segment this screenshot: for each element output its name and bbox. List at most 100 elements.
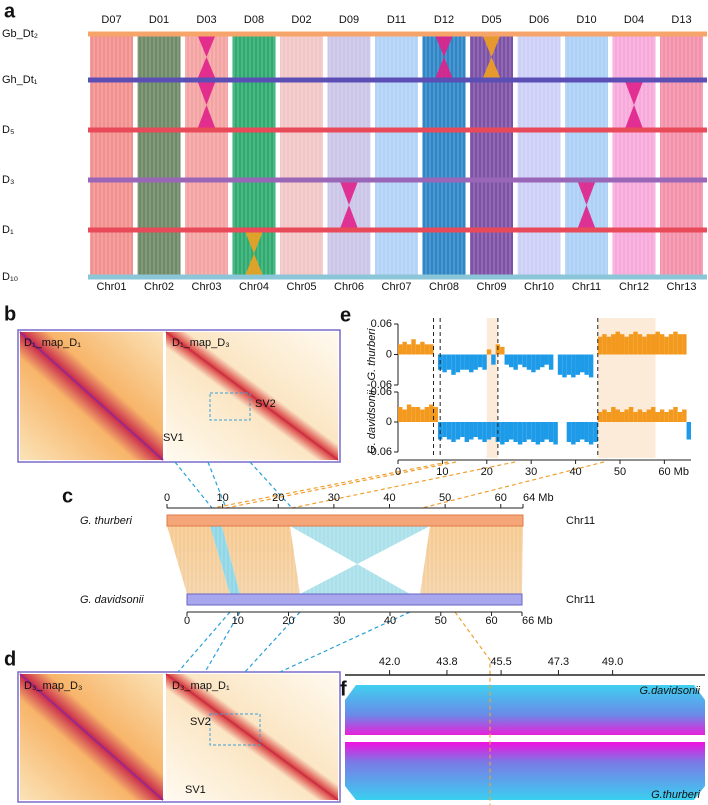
bar xyxy=(420,409,425,422)
bar xyxy=(602,409,607,422)
tick-label: 0 xyxy=(184,615,190,627)
tick-label: 30 xyxy=(328,492,340,504)
bar xyxy=(482,422,487,442)
tick-label: 40 xyxy=(384,615,396,627)
column-label: D04 xyxy=(624,14,644,26)
bar xyxy=(682,334,687,355)
bar xyxy=(455,422,461,440)
bar xyxy=(664,336,669,355)
bar xyxy=(460,422,465,437)
bar xyxy=(517,422,523,445)
bar xyxy=(655,412,660,422)
heatmap-title: D₃_map_D₁ xyxy=(172,680,230,692)
bar xyxy=(424,407,430,422)
column-label: D09 xyxy=(339,14,359,26)
bar xyxy=(486,349,492,355)
bar xyxy=(566,422,572,442)
bar xyxy=(619,412,625,422)
tick-label: 66 Mb xyxy=(522,615,553,627)
inversion xyxy=(577,180,596,230)
tick-label: 10 xyxy=(217,492,229,504)
x-tick-label: 20 xyxy=(481,466,493,478)
bar xyxy=(633,331,638,355)
bar xyxy=(429,404,434,422)
bar xyxy=(504,422,509,442)
tick-label: 0 xyxy=(164,492,170,504)
inversion xyxy=(197,80,216,130)
inversion xyxy=(624,80,644,130)
bar xyxy=(526,422,532,440)
bar xyxy=(655,331,660,355)
x-tick-label: 60 Mb xyxy=(658,466,689,478)
bar xyxy=(442,354,447,373)
y-tick-label: -0.06 xyxy=(367,379,392,391)
bar xyxy=(615,331,620,355)
bar xyxy=(548,422,554,442)
bar xyxy=(540,354,545,368)
chromosome-label: Chr13 xyxy=(667,281,697,293)
bar xyxy=(513,422,518,442)
bar xyxy=(673,331,678,355)
bar xyxy=(500,422,505,445)
bar xyxy=(460,354,465,370)
bar xyxy=(619,334,625,355)
bar xyxy=(588,354,594,378)
column-label: D01 xyxy=(149,14,169,26)
bar xyxy=(513,354,518,370)
bar xyxy=(433,407,438,422)
row-label: D₃ xyxy=(2,174,14,186)
bar xyxy=(664,412,669,422)
connector xyxy=(174,461,293,509)
x-tick-label: 42.0 xyxy=(379,656,400,668)
tick-label: 10 xyxy=(232,615,244,627)
sv-box xyxy=(209,392,251,421)
bar xyxy=(557,354,563,375)
panel-label: d xyxy=(4,648,16,670)
chromosome-name: Chr11 xyxy=(566,594,595,606)
column-label: D10 xyxy=(576,14,596,26)
bar xyxy=(486,422,492,440)
chromosome-label: Chr09 xyxy=(477,281,507,293)
x-tick-label: 40 xyxy=(569,466,581,478)
connector xyxy=(454,611,491,805)
column-label: D02 xyxy=(291,14,311,26)
bar xyxy=(633,412,638,422)
row-label: Gb_Dt₂ xyxy=(2,28,38,40)
column-texture xyxy=(327,34,371,277)
series-name: G. davidsonii xyxy=(366,390,378,454)
bar xyxy=(548,354,554,370)
column-texture xyxy=(565,34,608,277)
tick-label: 40 xyxy=(383,492,395,504)
bar xyxy=(415,344,421,355)
panel-d-frame xyxy=(17,671,341,803)
row-label: D₅ xyxy=(2,124,14,136)
bar xyxy=(411,407,416,422)
inversion xyxy=(339,180,359,230)
tick-label: 50 xyxy=(435,615,447,627)
bar xyxy=(659,409,665,422)
bar xyxy=(491,422,496,437)
bar xyxy=(686,422,691,440)
heatmap-diagonal xyxy=(165,331,339,461)
chromosome-label: Chr07 xyxy=(382,281,412,293)
sv-label: SV2 xyxy=(255,398,276,410)
panel-b-frame xyxy=(17,329,341,463)
chromosome-label: Chr01 xyxy=(97,281,127,293)
bar xyxy=(522,422,527,442)
bar xyxy=(446,422,452,440)
bar xyxy=(580,354,585,373)
row-label: Gh_Dt₁ xyxy=(2,74,38,86)
genome-band xyxy=(88,127,707,133)
column-label: D06 xyxy=(529,14,549,26)
bar xyxy=(606,336,612,355)
column-label: D13 xyxy=(671,14,691,26)
bar xyxy=(504,354,509,365)
chromosome-label: Chr05 xyxy=(287,281,317,293)
bar xyxy=(473,354,478,370)
genome-name: G. davidsonii xyxy=(80,594,144,606)
column-texture xyxy=(375,34,418,277)
bar xyxy=(602,334,607,355)
bar xyxy=(571,354,576,378)
bar xyxy=(615,409,620,422)
